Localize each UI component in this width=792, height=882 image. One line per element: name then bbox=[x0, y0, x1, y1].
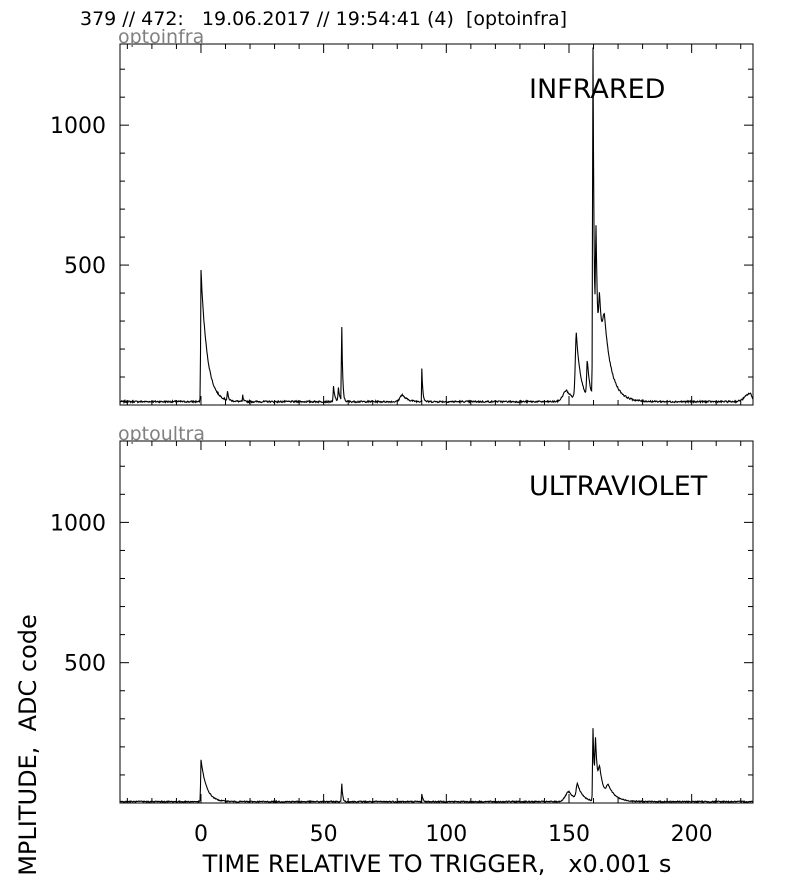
figure-header: 379 // 472: 19.06.2017 // 19:54:41 (4) [… bbox=[80, 8, 568, 30]
panel-optoultra: 500 1000 0 50 100 150 200 TIME RELATIVE TO TRIG… bbox=[14, 423, 754, 878]
plot-frame bbox=[119, 43, 754, 406]
plot-frame bbox=[119, 440, 754, 804]
y-tick-label: 1000 bbox=[50, 511, 106, 536]
x-tick-label: 50 bbox=[310, 822, 338, 847]
panel-annotation: INFRARED bbox=[529, 74, 665, 105]
y-tick-label: 500 bbox=[64, 254, 106, 279]
signal-trace-optoinfra bbox=[119, 47, 754, 405]
signal-trace-optoultra bbox=[119, 728, 754, 804]
x-tick-label: 150 bbox=[548, 822, 590, 847]
panel-annotation: ULTRAVIOLET bbox=[529, 471, 708, 502]
panel-optoinfra: 500 1000 optoinfra INFRARED bbox=[50, 26, 754, 406]
y-tick-label: 500 bbox=[64, 652, 106, 677]
x-axis-label: TIME RELATIVE TO TRIGGER, x0.001 s bbox=[202, 850, 672, 878]
y-tick-label: 1000 bbox=[50, 114, 106, 139]
x-tick-label: 200 bbox=[671, 822, 713, 847]
x-tick-label: 0 bbox=[194, 822, 208, 847]
y-axis-label: MPLITUDE, ADC code bbox=[14, 614, 42, 876]
panel-tag-label: optoinfra bbox=[118, 26, 204, 48]
x-tick-label: 100 bbox=[425, 822, 467, 847]
panel-tag-label: optoultra bbox=[118, 423, 205, 445]
